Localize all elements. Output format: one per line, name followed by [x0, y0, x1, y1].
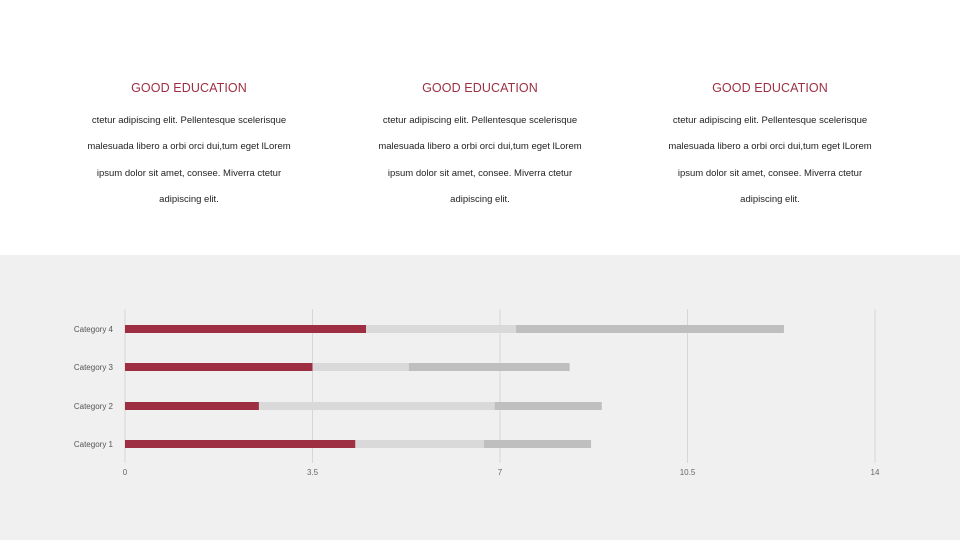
x-tick-label: 7 [498, 468, 503, 477]
bar-series-2 [312, 363, 409, 371]
x-tick-label: 3.5 [307, 468, 319, 477]
column-body: ctetur adipiscing elit. Pellentesque sce… [87, 115, 291, 205]
bar-series-3 [516, 325, 784, 333]
bar-series-2 [258, 402, 495, 410]
column-title: GOOD EDUCATION [422, 81, 538, 95]
column-3: GOOD EDUCATION ctetur adipiscing elit. P… [660, 80, 880, 213]
bar-series-2 [355, 440, 484, 448]
bar-series-1 [125, 440, 356, 448]
bar-series-3 [483, 440, 592, 448]
column-body: ctetur adipiscing elit. Pellentesque sce… [668, 115, 872, 205]
bar-series-3 [494, 402, 602, 410]
bar-series-2 [366, 325, 517, 333]
bar-series-3 [408, 363, 570, 371]
bar-series-1 [125, 363, 313, 371]
chart-section: 0 3.5 7 10.5 14 Category 1 Category 2 Category … [0, 255, 960, 540]
column-1: GOOD EDUCATION ctetur adipiscing elit. P… [79, 80, 299, 213]
column-title: GOOD EDUCATION [131, 81, 247, 95]
category-label: Category 1 [74, 440, 114, 449]
bar-series-1 [125, 402, 259, 410]
column-title: GOOD EDUCATION [712, 81, 828, 95]
column-body: ctetur adipiscing elit. Pellentesque sce… [378, 115, 582, 205]
bar-chart: 0 3.5 7 10.5 14 Category 1 Category 2 Category … [74, 309, 880, 477]
x-tick-label: 10.5 [680, 468, 696, 477]
bar-series-1 [125, 325, 367, 333]
x-tick-label: 0 [123, 468, 128, 477]
category-label: Category 4 [74, 325, 114, 334]
x-tick-label: 14 [871, 468, 880, 477]
category-label: Category 3 [74, 363, 114, 372]
column-2: GOOD EDUCATION ctetur adipiscing elit. P… [370, 80, 590, 213]
category-label: Category 2 [74, 402, 114, 411]
text-section: GOOD EDUCATION ctetur adipiscing elit. P… [0, 0, 960, 255]
